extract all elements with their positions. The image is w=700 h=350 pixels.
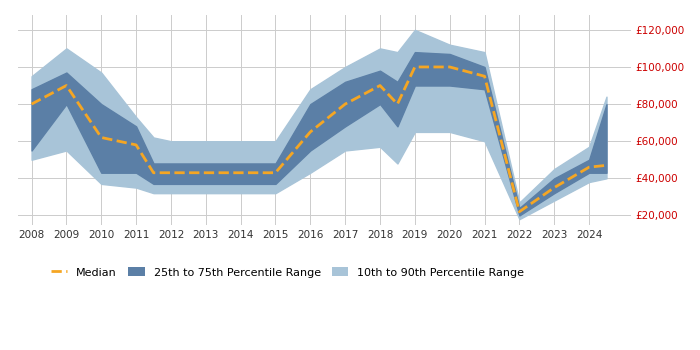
Line: Median: Median (32, 67, 606, 212)
Median (132, 143, 140, 147)
Median (149, 171, 158, 175)
Median (27, 102, 36, 106)
Median (602, 163, 610, 167)
Median (411, 65, 419, 69)
Median (167, 171, 175, 175)
Median (341, 102, 349, 106)
Median (202, 171, 210, 175)
Median (445, 65, 454, 69)
Median (515, 210, 524, 214)
Median (97, 135, 106, 140)
Median (272, 171, 280, 175)
Median (550, 186, 559, 190)
Median (306, 130, 314, 134)
Median (480, 74, 489, 78)
Median (62, 83, 71, 88)
Median (376, 83, 384, 88)
Median (585, 165, 594, 169)
Median (393, 102, 402, 106)
Median (237, 171, 245, 175)
Legend: Median, 25th to 75th Percentile Range, 10th to 90th Percentile Range: Median, 25th to 75th Percentile Range, 1… (46, 263, 529, 282)
